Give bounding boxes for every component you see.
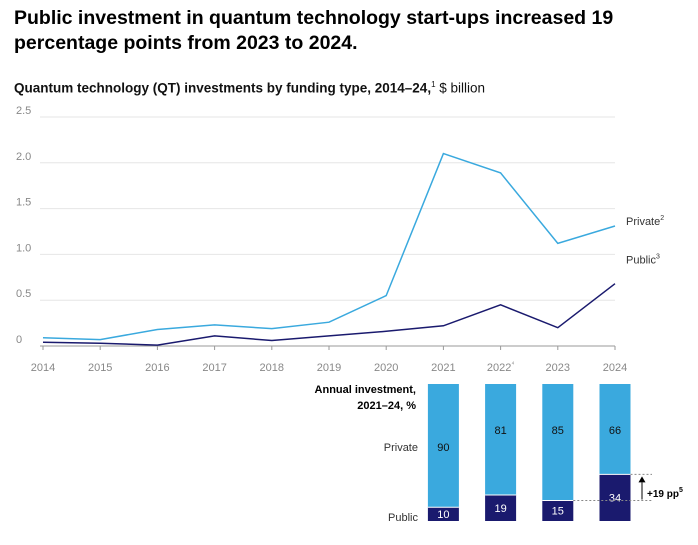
bar-value-public: 15	[552, 506, 564, 518]
subtitle-unit: $ billion	[435, 80, 486, 96]
bar-value-private: 81	[494, 425, 506, 437]
y-tick-label: 0.5	[16, 288, 31, 300]
bar-panel-title: 2021–24, %	[357, 400, 416, 412]
x-tick-label: 2014	[31, 362, 55, 374]
y-tick-label: 2.5	[16, 105, 31, 117]
bar-public	[485, 494, 517, 521]
x-tick-label: 2018	[260, 362, 284, 374]
bar-value-private: 85	[552, 425, 564, 437]
x-tick-label: 2022⁴	[487, 361, 514, 374]
bar-value-private: 66	[609, 425, 621, 437]
x-tick-label: 2016	[145, 362, 169, 374]
bar-private	[542, 384, 574, 501]
x-axis-ticks: 2014 2015 2016 2017 2018 2019 2020 2021 2022⁴ 202…	[31, 346, 627, 374]
pp-arrow-head	[638, 476, 646, 483]
stacked-bars: Annual investment, 2021–24, % Private Publi…	[315, 384, 683, 524]
bar-value-public: 34	[609, 493, 621, 505]
series-label: Private2	[626, 215, 664, 228]
bar-value-private: 90	[437, 442, 449, 454]
subtitle-text: Quantum technology (QT) investments by f…	[14, 80, 432, 96]
x-tick-label: 2024	[603, 362, 627, 374]
series-line	[42, 152, 616, 341]
stack-label-public: Public	[388, 512, 418, 524]
pp-annotation: +19 pp5	[647, 487, 683, 500]
stack-label-private: Private	[384, 442, 418, 454]
bar-private	[599, 384, 631, 475]
x-tick-label: 2023	[546, 362, 570, 374]
x-tick-label: 2019	[317, 362, 341, 374]
bar-panel-title: Annual investment,	[315, 384, 416, 396]
y-tick-label: 2.0	[16, 151, 31, 163]
y-tick-label: 0	[16, 334, 22, 346]
bar-public	[542, 500, 574, 521]
gridlines	[40, 116, 615, 347]
x-tick-label: 2015	[88, 362, 112, 374]
bar-private	[427, 384, 459, 508]
chart-headline: Public investment in quantum technology …	[14, 7, 614, 54]
bar-value-public: 10	[437, 509, 449, 521]
subtitle-footnote-marker: 1	[431, 80, 436, 89]
bar-public	[427, 507, 459, 521]
x-tick-label: 2020	[374, 362, 398, 374]
line-series: Private2 Public3	[42, 152, 664, 346]
series-label: Public3	[626, 254, 660, 267]
y-tick-label: 1.5	[16, 197, 31, 209]
y-axis-ticks: 0 0.5 1.0 1.5 2.0 2.5	[16, 105, 31, 346]
bar-private	[485, 384, 517, 495]
y-tick-label: 1.0	[16, 242, 31, 254]
x-tick-label: 2021	[431, 362, 455, 374]
x-tick-label: 2017	[202, 362, 226, 374]
bar-value-public: 19	[494, 503, 506, 515]
bar-public	[599, 474, 631, 521]
chart-subtitle: Quantum technology (QT) investments by f…	[14, 80, 485, 96]
